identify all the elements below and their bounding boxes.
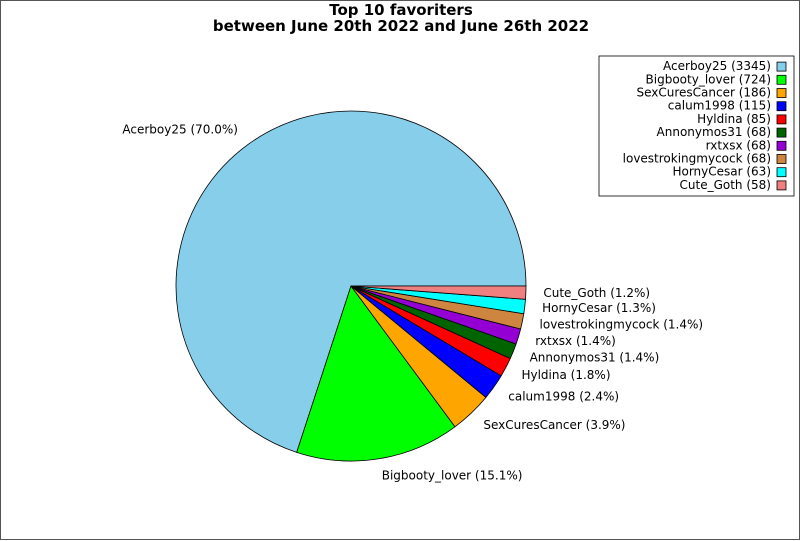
- legend-swatch-bigbooty-lover: [776, 74, 787, 85]
- legend-swatch-cute-goth: [776, 180, 787, 191]
- pie-slice-bigbooty-lover: [296, 285, 456, 462]
- slice-label-lovestrokingmycock: lovestrokingmycock (1.4%): [540, 317, 704, 331]
- legend: Acerboy25 (3345)Bigbooty_lover (724)SexC…: [598, 55, 795, 197]
- pie-slice-labels: Acerboy25 (70.0%) Bigbooty_lover (15.1%) S…: [122, 123, 703, 483]
- pie-slices: [175, 110, 527, 462]
- slice-label-calum1998: calum1998 (2.4%): [508, 389, 619, 403]
- legend-swatch-rxtxsx: [776, 140, 787, 151]
- legend-swatch-hornycesar: [776, 167, 787, 178]
- legend-entry-lovestrokingmycock: lovestrokingmycock (68): [623, 152, 771, 166]
- slice-label-annonymos31: Annonymos31 (1.4%): [530, 350, 660, 364]
- legend-entry-hyldina: Hyldina (85): [697, 112, 771, 126]
- legend-swatch-calum1998: [776, 101, 787, 112]
- slice-label-cute-goth: Cute_Goth (1.2%): [543, 286, 650, 300]
- legend-swatch-lovestrokingmycock: [776, 154, 787, 164]
- legend-entry-acerboy25: Acerboy25 (3345): [663, 59, 771, 73]
- legend-entry-cute-goth: Cute_Goth (58): [680, 178, 771, 192]
- legend-entry-annonymos31: Annonymos31 (68): [657, 125, 771, 139]
- pie-slice-cute-goth: [350, 285, 527, 300]
- legend-frame: [598, 55, 795, 197]
- chart-title: Top 10 favoriters between June 20th 2022…: [1, 2, 800, 34]
- legend-entry-sexcurescancer: SexCuresCancer (186): [636, 86, 771, 100]
- legend-entry-rxtxsx: rxtxsx (68): [706, 138, 771, 152]
- legend-entry-hornycesar: HornyCesar (63): [672, 165, 771, 179]
- slice-label-hornycesar: HornyCesar (1.3%): [542, 301, 656, 315]
- legend-swatch-hyldina: [776, 114, 787, 125]
- slice-label-hyldina: Hyldina (1.8%): [521, 368, 610, 382]
- legend-swatch-acerboy25: [776, 61, 787, 72]
- slice-label-sexcurescancer: SexCuresCancer (3.9%): [483, 418, 625, 432]
- chart-title-line-1: Top 10 favoriters: [329, 1, 473, 19]
- legend-entry-bigbooty-lover: Bigbooty_lover (724): [646, 72, 771, 86]
- slice-label-acerboy25: Acerboy25 (70.0%): [122, 123, 238, 137]
- legend-swatch-sexcurescancer: [776, 88, 787, 98]
- chart-title-line-2: between June 20th 2022 and June 26th 202…: [212, 17, 590, 35]
- legend-entry-calum1998: calum1998 (115): [668, 99, 771, 113]
- legend-swatch-annonymos31: [776, 127, 787, 138]
- slice-label-rxtxsx: rxtxsx (1.4%): [535, 334, 616, 348]
- pie-slice-acerboy25: [175, 110, 527, 453]
- slice-label-bigbooty-lover: Bigbooty_lover (15.1%): [382, 469, 523, 483]
